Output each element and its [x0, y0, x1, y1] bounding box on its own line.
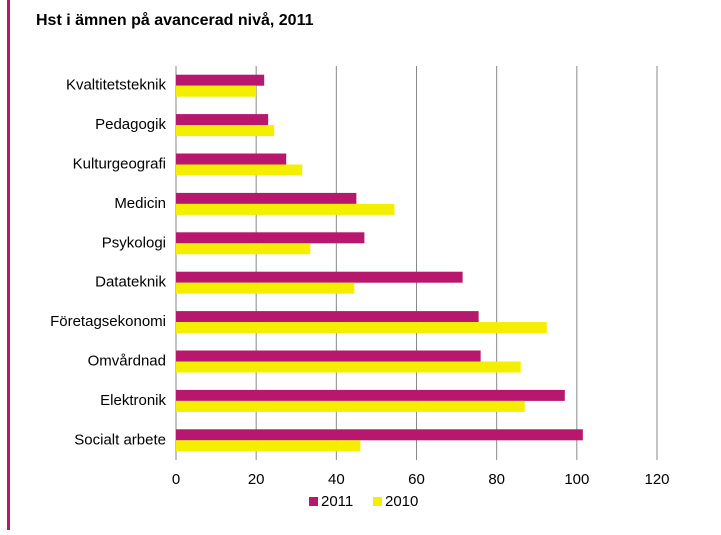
legend-swatch — [309, 497, 318, 506]
bar — [176, 74, 265, 86]
y-tick-label: Socialt arbete — [74, 431, 166, 448]
bar — [176, 153, 287, 165]
bar — [176, 361, 521, 373]
bar — [176, 350, 481, 362]
y-tick-label: Kulturgeografi — [73, 155, 166, 172]
legend-label: 2010 — [385, 493, 418, 510]
bar — [176, 203, 395, 215]
x-tick-label: 20 — [248, 471, 265, 488]
bar — [176, 400, 525, 412]
legend-label: 2011 — [321, 493, 353, 510]
side-border — [7, 0, 10, 530]
bar — [176, 271, 463, 283]
x-tick-label: 0 — [172, 471, 180, 488]
bar — [176, 164, 303, 176]
bar — [176, 232, 365, 244]
bar — [176, 282, 355, 294]
bar — [176, 389, 565, 401]
y-tick-label: Medicin — [114, 195, 166, 212]
y-tick-label: Psykologi — [102, 234, 166, 251]
y-tick-label: Elektronik — [100, 392, 166, 409]
bar — [176, 322, 547, 334]
legend-swatch — [373, 497, 382, 506]
chart-title: Hst i ämnen på avancerad nivå, 2011 — [36, 11, 314, 29]
bar — [176, 311, 479, 323]
bar — [176, 85, 257, 97]
x-tick-label: 100 — [564, 471, 589, 488]
y-tick-label: Kvaltitetsteknik — [66, 77, 167, 94]
x-tick-label: 40 — [328, 471, 345, 488]
x-tick-label: 60 — [408, 471, 425, 488]
x-tick-label: 120 — [644, 471, 669, 488]
bar — [176, 440, 361, 452]
y-tick-label: Pedagogik — [95, 116, 166, 133]
bar — [176, 192, 357, 204]
bar — [176, 243, 311, 255]
bar — [176, 114, 269, 126]
bar — [176, 125, 275, 137]
y-tick-label: Företagsekonomi — [50, 313, 166, 330]
y-tick-label: Datateknik — [95, 274, 166, 291]
x-tick-label: 80 — [488, 471, 505, 488]
bar — [176, 429, 583, 441]
y-tick-label: Omvårdnad — [88, 352, 166, 369]
